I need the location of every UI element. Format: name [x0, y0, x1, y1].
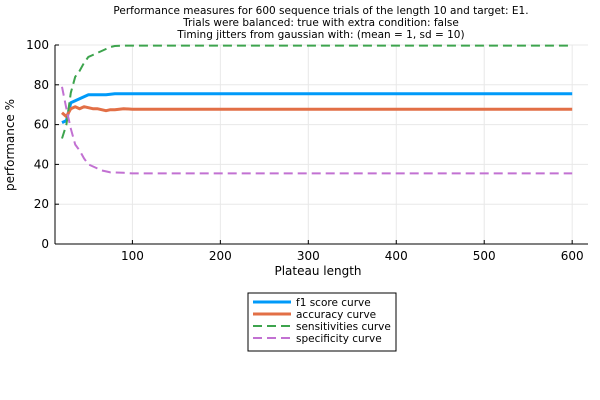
- title-line-1: Performance measures for 600 sequence tr…: [113, 5, 528, 17]
- y-tick-label: 0: [41, 237, 49, 251]
- y-tick-label: 80: [34, 78, 49, 92]
- x-tick-label: 300: [297, 249, 320, 263]
- x-tick-label: 200: [209, 249, 232, 263]
- title-line-2: Trials were balanced: true with extra co…: [182, 17, 459, 29]
- x-tick-label: 400: [385, 249, 408, 263]
- series-line-specificity-curve: [61, 86, 573, 175]
- legend-entry: accuracy curve: [296, 309, 376, 321]
- x-axis-label: Plateau length: [274, 264, 361, 278]
- y-tick-label: 40: [34, 157, 49, 171]
- y-axis-label: performance %: [3, 99, 17, 191]
- y-tick-label: 20: [34, 197, 49, 211]
- grid-layer: [55, 44, 588, 245]
- axes-layer: 100 200 300 400 500 600 0 20 40 60 80 100: [26, 38, 588, 263]
- series-line-accuracy-curve: [61, 105, 573, 119]
- x-tick-label: 500: [473, 249, 496, 263]
- x-tick-label: 100: [121, 249, 144, 263]
- title-line-3: Timing jitters from gaussian with: (mean…: [176, 29, 464, 41]
- legend-entry: sensitivities curve: [296, 321, 391, 333]
- series-layer: [61, 44, 573, 175]
- legend-entry: f1 score curve: [296, 297, 371, 309]
- y-tick-label: 100: [26, 38, 49, 52]
- legend-entry: specificity curve: [296, 333, 382, 345]
- chart-title: Performance measures for 600 sequence tr…: [113, 5, 528, 41]
- series-line-sensitivities-curve: [61, 44, 573, 139]
- series-line-f1-score-curve: [61, 92, 573, 124]
- x-tick-label: 600: [561, 249, 584, 263]
- y-tick-label: 60: [34, 118, 49, 132]
